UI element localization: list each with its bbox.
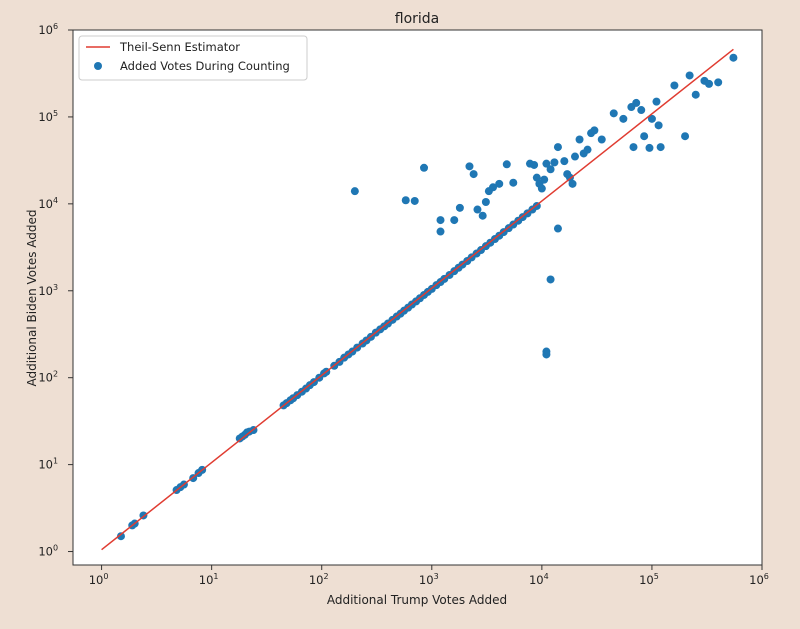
data-point [560,157,569,166]
data-point [553,224,562,233]
data-point [632,98,641,107]
legend-box [78,35,308,81]
data-point [629,143,638,152]
data-point [420,163,429,172]
data-point [350,187,359,196]
data-point [530,160,539,169]
data-point [537,184,546,193]
data-point [597,135,606,144]
data-point [590,126,599,135]
data-point [502,160,511,169]
data-point [489,183,498,192]
data-point [681,132,690,141]
data-point [542,159,551,168]
data-point [656,143,665,152]
data-point [654,121,663,130]
data-point [640,132,649,141]
data-point [478,211,487,220]
x-axis-label: Additional Trump Votes Added [327,593,507,607]
data-point [619,114,628,123]
data-point [509,178,518,187]
data-point [401,196,410,205]
data-point [436,227,445,236]
data-point [645,143,654,152]
data-point [637,106,646,115]
data-point [546,165,555,174]
data-point [540,175,549,184]
data-point [410,196,419,205]
data-point [495,179,504,188]
data-point [550,158,559,167]
data-point [685,71,694,80]
data-point [532,173,541,182]
data-point [575,135,584,144]
data-point [609,109,618,118]
data-point [670,81,679,90]
y-axis-label: Additional Biden Votes Added [25,209,39,386]
data-point [546,275,555,284]
data-point [691,90,700,99]
data-point [714,78,723,87]
data-point [455,203,464,212]
data-point [116,532,125,541]
legend-label-fit-line: Theil-Senn Estimator [119,40,240,54]
legend-point-swatch [94,62,102,70]
data-point [436,216,445,225]
data-point [729,53,738,62]
legend-label-scatter: Added Votes During Counting [120,59,290,73]
data-point [583,145,592,154]
data-point [473,205,482,214]
data-point [570,152,579,161]
legend: Theil-Senn Estimator Added Votes During … [78,35,308,81]
data-point [652,97,661,106]
data-point [465,162,474,171]
fit-line [101,48,734,551]
data-point [705,79,714,88]
data-point [481,198,490,207]
chart-title: florida [395,11,440,27]
data-point [542,350,551,359]
data-point [553,143,562,152]
data-point [647,114,656,123]
data-point [450,216,459,225]
data-point [469,170,478,179]
data-point [568,179,577,188]
fit-line-series [101,48,734,551]
